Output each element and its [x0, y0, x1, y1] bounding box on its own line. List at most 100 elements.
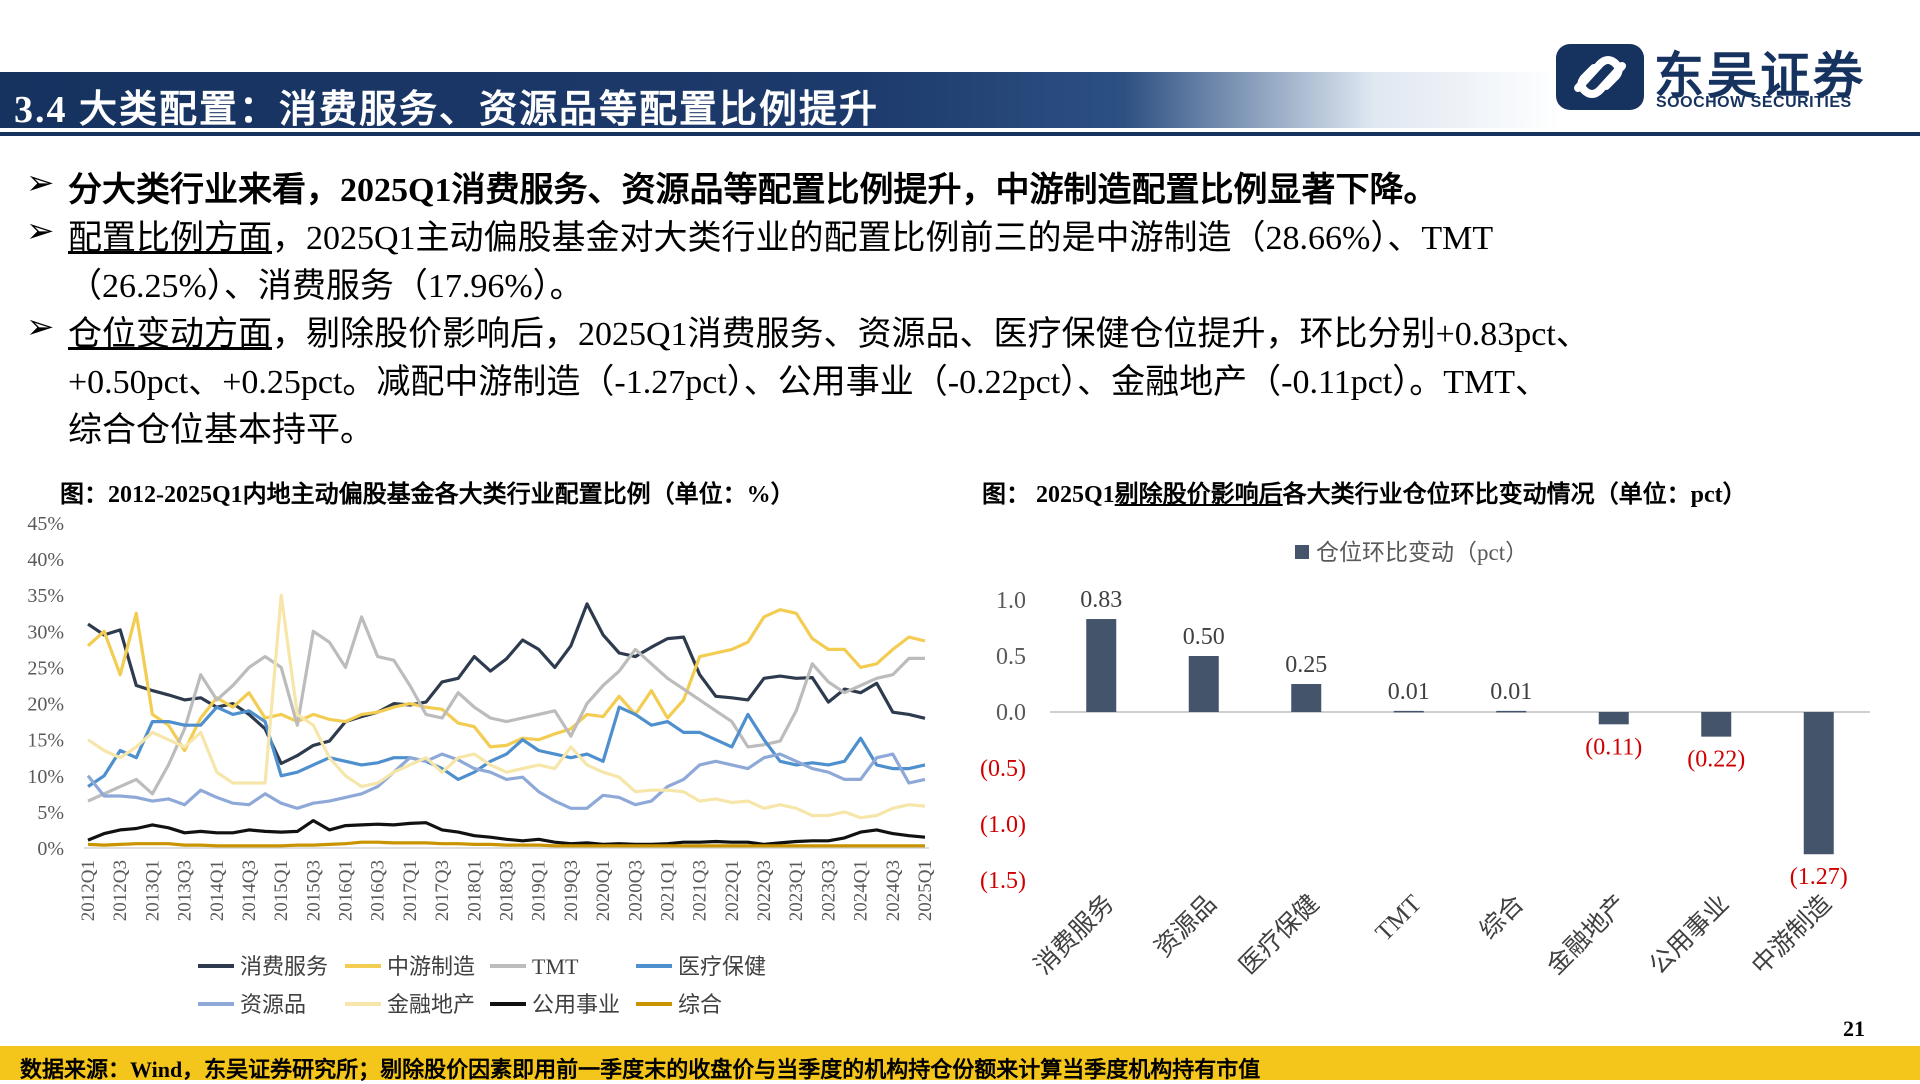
bar	[1291, 684, 1322, 712]
x-tick-label: 2019Q1	[529, 860, 550, 921]
position-change-bar-chart: 1.0 0.5 0.0 (0.5) (1.0) (1.5) 仓位环比变动（pct） 0.83 消…	[980, 540, 1870, 980]
data-label: 0.83	[1080, 587, 1122, 613]
y-tick-label: 1.0	[996, 588, 1026, 614]
bullet-marker: ➢	[26, 165, 55, 202]
series-line	[87, 705, 926, 788]
data-label: 0.01	[1490, 679, 1532, 705]
legend-label: 中游制造	[387, 954, 475, 979]
x-tick-label: 2020Q3	[625, 860, 646, 921]
x-tick-label: 2016Q3	[368, 860, 389, 921]
y-tick-label: (1.0)	[980, 812, 1026, 838]
bullet-3-body: ，剔除股价影响后，2025Q1消费服务、资源品、医疗保健仓位提升，环比分别+0.…	[272, 316, 1590, 353]
logo-wordmark-cn: 东吴证券	[1654, 47, 1866, 105]
legend-label: 消费服务	[240, 954, 328, 979]
bar	[1393, 710, 1424, 713]
x-tick-label: 2022Q1	[722, 860, 743, 921]
x-category-label: 金融地产	[1541, 889, 1632, 980]
y-tick-label: 25%	[27, 657, 64, 679]
page-number: 21	[1843, 1016, 1865, 1041]
bullet-2-text: 配置比例方面，2025Q1主动偏股基金对大类行业的配置比例前三的是中游制造（28…	[68, 210, 1493, 259]
data-label: (1.27)	[1790, 864, 1848, 890]
legend-swatch	[1295, 545, 1309, 559]
bullet-marker: ➢	[26, 213, 55, 250]
x-tick-label: 2013Q3	[175, 860, 196, 921]
data-label: 0.01	[1388, 679, 1430, 705]
data-label: (0.11)	[1585, 734, 1642, 760]
x-tick-label: 2023Q3	[818, 860, 839, 921]
bar	[1598, 712, 1629, 725]
data-label: 0.50	[1183, 624, 1225, 650]
y-tick-label: 15%	[27, 730, 64, 752]
x-tick-label: 2019Q3	[561, 860, 582, 921]
x-tick-label: 2014Q3	[239, 860, 260, 921]
data-label: (0.22)	[1687, 747, 1745, 773]
x-tick-label: 2024Q3	[883, 860, 904, 921]
header-divider	[0, 132, 1920, 136]
bar	[1188, 656, 1219, 712]
bullet-2-body: ，2025Q1主动偏股基金对大类行业的配置比例前三的是中游制造（28.66%）、…	[272, 220, 1494, 257]
allocation-line-chart: 0% 5% 10% 15% 20% 25% 30% 35% 40% 45% 2012Q1 2012Q3…	[27, 513, 936, 1017]
x-tick-label: 2015Q3	[303, 860, 324, 921]
x-tick-label: 2024Q1	[851, 860, 872, 921]
x-tick-label: 2023Q1	[786, 860, 807, 921]
series-line	[86, 752, 926, 810]
y-tick-label: 5%	[37, 802, 64, 824]
y-tick-label: 45%	[27, 513, 64, 535]
x-tick-label: 2020Q1	[593, 860, 614, 921]
legend-label: 仓位环比变动（pct）	[1316, 540, 1528, 565]
y-tick-label: 30%	[27, 621, 64, 643]
page-title: 3.4 大类配置：消费服务、资源品等配置比例提升	[14, 89, 880, 131]
legend-label: 综合	[678, 992, 722, 1017]
x-tick-label: 2012Q3	[110, 860, 131, 921]
legend-label: 金融地产	[387, 992, 475, 1017]
bullet-3-text: 仓位变动方面，剔除股价影响后，2025Q1消费服务、资源品、医疗保健仓位提升，环…	[68, 306, 1590, 355]
legend-label: 公用事业	[532, 992, 620, 1017]
y-tick-label: 0.5	[996, 644, 1026, 670]
x-category-label: 中游制造	[1746, 889, 1837, 980]
x-category-label: 消费服务	[1029, 889, 1120, 980]
title-banner	[0, 72, 1560, 128]
logo-wordmark-en: SOOCHOW SECURITIES	[1656, 94, 1852, 111]
x-tick-label: 2021Q1	[657, 860, 678, 921]
legend-label: TMT	[532, 954, 579, 979]
series-line	[87, 602, 926, 766]
x-category-label: TMT	[1371, 890, 1427, 946]
bullet-1-text: 分大类行业来看，2025Q1消费服务、资源品等配置比例提升，中游制造配置比例显著…	[68, 172, 1438, 209]
legend-label: 医疗保健	[678, 954, 766, 979]
y-tick-label: 35%	[27, 585, 64, 607]
x-category-label: 公用事业	[1644, 889, 1735, 980]
y-tick-label: (1.5)	[980, 868, 1026, 894]
x-tick-label: 2025Q1	[915, 860, 936, 921]
right-chart-title: 图： 2025Q1剔除股价影响后各大类行业仓位环比变动情况（单位：pct）	[982, 474, 1747, 509]
y-tick-label: 0.0	[996, 700, 1026, 726]
right-chart-title-prefix: 图： 2025Q1	[982, 482, 1115, 508]
series-line	[86, 608, 926, 753]
x-tick-label: 2013Q1	[142, 860, 163, 921]
x-tick-label: 2017Q1	[400, 860, 421, 921]
bullet-2-line-2: （26.25%）、消费服务（17.96%）。	[68, 268, 584, 305]
bullet-2-heading: 配置比例方面	[68, 220, 272, 257]
bar	[1803, 712, 1834, 855]
bar	[1086, 619, 1117, 712]
right-chart-title-underlined: 剔除股价影响后	[1114, 482, 1283, 508]
x-tick-label: 2021Q3	[690, 860, 711, 921]
bar	[1701, 712, 1732, 737]
soochow-logo-icon	[1556, 44, 1644, 110]
x-category-label: 综合	[1474, 889, 1529, 944]
y-tick-label: 40%	[27, 549, 64, 571]
legend-label: 资源品	[240, 992, 306, 1017]
y-tick-label: 0%	[37, 838, 64, 860]
bullet-3-heading: 仓位变动方面	[68, 316, 272, 353]
x-tick-label: 2015Q1	[271, 860, 292, 921]
x-tick-label: 2022Q3	[754, 860, 775, 921]
y-tick-label: 10%	[27, 766, 64, 788]
x-tick-label: 2018Q3	[497, 860, 518, 921]
footer-bar	[0, 1046, 1920, 1080]
left-chart-title: 图：2012-2025Q1内地主动偏股基金各大类行业配置比例（单位：%）	[60, 482, 795, 508]
right-chart-title-suffix: 各大类行业仓位环比变动情况（单位：pct）	[1282, 482, 1747, 508]
data-label: 0.25	[1285, 652, 1327, 678]
x-tick-label: 2018Q1	[464, 860, 485, 921]
x-tick-label: 2014Q1	[207, 860, 228, 921]
series-line	[87, 593, 926, 820]
source-note: 数据来源：Wind，东吴证券研究所；剔除股价因素即用前一季度末的收盘价与当季度的…	[20, 1057, 1261, 1082]
